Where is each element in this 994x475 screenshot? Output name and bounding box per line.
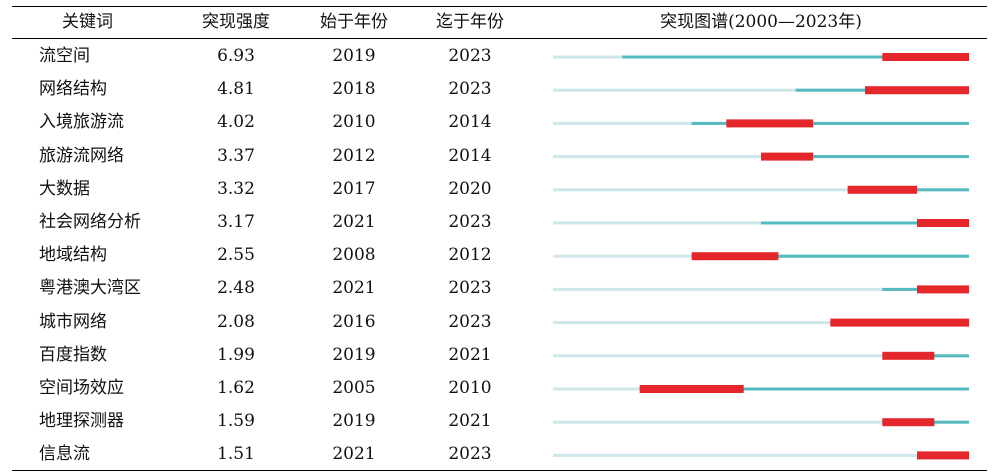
begin-year-cell: 2019 [332,344,376,365]
begin-year-cell: 2008 [332,245,376,266]
header-burst-map: 突现图谱(2000—2023年) [660,12,862,32]
end-year-cell: 2023 [448,79,492,100]
end-year-cell: 2012 [448,245,492,266]
burst-segment [691,252,779,261]
timeline-base-segment [553,188,969,192]
begin-year-cell: 2021 [332,212,376,232]
keyword-cell: 地理探测器 [39,411,124,432]
begin-year-cell: 2005 [332,378,376,398]
end-year-cell: 2021 [448,411,492,432]
strength-cell: 3.17 [217,212,255,232]
header-strength: 突现强度 [202,12,270,32]
begin-year-cell: 2021 [332,444,376,465]
burst-segment [726,119,813,128]
timeline-active-segment [691,254,969,258]
keyword-cell: 信息流 [39,444,90,465]
begin-year-cell: 2019 [332,46,376,66]
header-begin: 始于年份 [320,12,388,32]
burst-segment [917,219,969,227]
strength-cell: 1.51 [217,444,255,465]
keyword-cell: 百度指数 [39,344,107,365]
strength-cell: 6.93 [217,46,255,66]
timeline-base-segment [553,420,969,424]
burst-segment [917,451,969,460]
timeline-base-segment [553,287,969,291]
strength-cell: 1.99 [217,344,255,365]
strength-cell: 2.55 [217,245,255,266]
end-year-cell: 2010 [448,378,492,398]
keyword-cell: 空间场效应 [39,378,124,398]
burst-segment [830,318,969,327]
header-keyword: 关键词 [62,12,113,32]
strength-cell: 1.59 [217,411,255,432]
begin-year-cell: 2016 [332,311,376,332]
keyword-cell: 粤港澳大湾区 [39,278,141,299]
keyword-cell: 城市网络 [39,311,107,332]
strength-cell: 2.08 [217,311,255,332]
end-year-cell: 2023 [448,311,492,332]
timeline-active-segment [622,55,969,59]
keyword-cell: 大数据 [39,178,90,199]
table-header-rule [12,38,987,39]
begin-year-cell: 2018 [332,79,376,100]
timeline-active-segment [761,221,969,225]
burst-segment [639,385,744,393]
strength-cell: 4.02 [217,112,255,133]
strength-cell: 3.37 [217,145,255,166]
begin-year-cell: 2021 [332,278,376,299]
timeline-base-segment [553,453,969,457]
burst-segment [882,351,935,360]
end-year-cell: 2014 [448,145,492,166]
keyword-cell: 入境旅游流 [39,112,124,133]
keyword-cell: 流空间 [39,46,90,66]
strength-cell: 2.48 [217,278,255,299]
end-year-cell: 2023 [448,278,492,299]
table-top-rule [12,6,987,8]
strength-cell: 3.32 [217,178,255,199]
end-year-cell: 2020 [448,178,492,199]
end-year-cell: 2023 [448,46,492,66]
burst-segment [917,285,969,294]
end-year-cell: 2021 [448,344,492,365]
header-end: 迄于年份 [436,12,504,32]
begin-year-cell: 2019 [332,411,376,432]
strength-cell: 1.62 [217,378,255,398]
begin-year-cell: 2012 [332,145,376,166]
table-bottom-rule [12,470,987,472]
keyword-cell: 地域结构 [39,245,107,266]
timeline-base-segment [553,354,969,358]
burst-segment [882,53,969,61]
keyword-cell: 社会网络分析 [39,212,141,232]
end-year-cell: 2014 [448,112,492,133]
timeline-active-segment [639,387,969,391]
begin-year-cell: 2010 [332,112,376,133]
keyword-cell: 旅游流网络 [39,145,124,166]
timeline-base-segment [553,321,969,325]
burst-segment [865,86,969,95]
strength-cell: 4.81 [217,79,255,100]
end-year-cell: 2023 [448,444,492,465]
timeline-base-segment [553,88,969,92]
burst-segment [761,152,813,161]
end-year-cell: 2023 [448,212,492,232]
burst-segment [882,418,935,427]
burst-segment [847,185,917,194]
timeline-active-segment [691,121,969,125]
begin-year-cell: 2017 [332,178,376,199]
timeline-active-segment [761,155,969,159]
keyword-cell: 网络结构 [39,79,107,100]
